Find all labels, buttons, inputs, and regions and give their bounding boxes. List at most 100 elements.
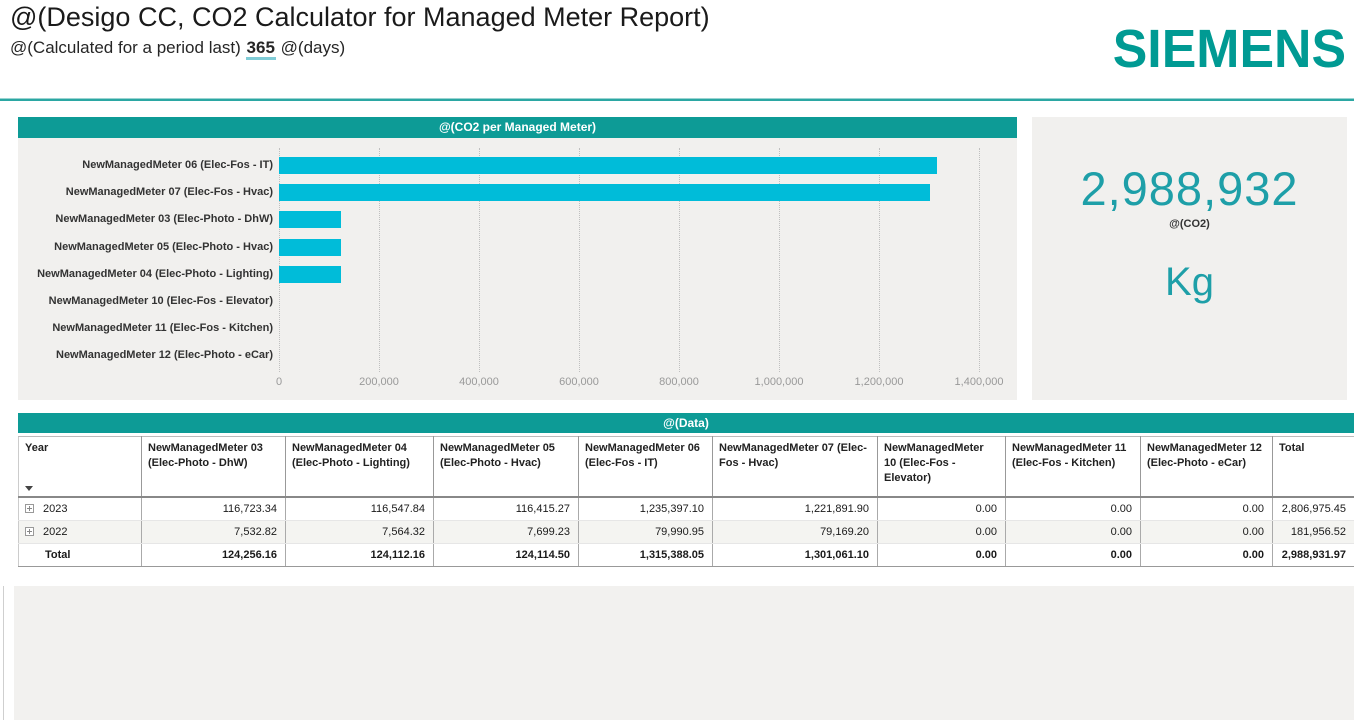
value-cell: 124,114.50 [433,543,579,567]
co2-total-value: 2,988,932 [1080,162,1299,215]
header-divider [0,98,1354,101]
period-days-value[interactable]: 365 [245,38,276,60]
x-axis-tick-label: 1,400,000 [954,376,1004,388]
value-cell: 0.00 [1005,543,1141,567]
value-cell: 7,699.23 [433,520,579,544]
co2-summary-panel: 2,988,932 @(CO2) Kg [1032,117,1347,400]
x-axis-tick-label: 1,000,000 [754,376,804,388]
chart-bar [279,184,930,202]
co2-chart-panel: @(CO2 per Managed Meter) 0 200,000 400,000… [18,117,1017,400]
value-cell: 0.00 [1140,543,1273,567]
chart-category-label: NewManagedMeter 05 (Elec-Photo - Hvac) [54,240,273,253]
chart-gridline [579,148,580,372]
value-cell: 116,547.84 [285,496,434,521]
column-header[interactable]: NewManagedMeter 12 (Elec-Photo - eCar) [1140,436,1273,498]
period-subtitle: @(Calculated for a period last) 365 @(da… [10,38,346,60]
value-cell: 79,169.20 [712,520,878,544]
left-margin-line [3,586,4,720]
column-header-label: NewManagedMeter 07 (Elec-Fos - Hvac) [719,442,867,469]
co2-bar-chart: 0 200,000 400,000 600,000 800,000 1,000,000 1,… [18,138,1017,400]
x-axis-tick-label: 200,000 [359,376,399,388]
column-header[interactable]: Year [18,436,142,498]
value-cell: 116,723.34 [141,496,286,521]
expand-plus-icon[interactable] [25,503,34,513]
chart-category-label: NewManagedMeter 10 (Elec-Fos - Elevator) [48,295,273,307]
column-header-label: NewManagedMeter 11 (Elec-Fos - Kitchen) [1012,442,1127,469]
table-head: Year NewManagedMeter 03 (Elec-Photo - DhW… [18,436,1354,498]
column-header[interactable]: NewManagedMeter 10 (Elec-Fos - Elevator) [877,436,1006,498]
chart-category-label: NewManagedMeter 07 (Elec-Fos - Hvac) [65,186,273,199]
column-header-label: Year [25,442,49,454]
value-cell: 0.00 [877,543,1006,567]
value-cell: 2,806,975.45 [1272,496,1354,521]
sort-descending-icon[interactable] [25,485,33,491]
chart-bar [279,157,937,174]
column-header[interactable]: NewManagedMeter 11 (Elec-Fos - Kitchen) [1005,436,1141,498]
table-row: Total 124,256.16 124,112.16 124,114.50 1,315… [18,543,1354,567]
expand-plus-icon[interactable] [25,526,34,536]
chart-gridline [979,148,980,372]
value-cell: 1,221,891.90 [712,496,878,521]
co2-unit: Kg [1165,260,1214,304]
x-axis-tick-label: 400,000 [459,376,499,388]
chart-category-label: NewManagedMeter 04 (Elec-Photo - Lightin… [37,267,273,280]
column-header-label: NewManagedMeter 06 (Elec-Fos - IT) [585,442,700,469]
chart-gridline [379,148,380,372]
year-label: 2023 [43,502,68,515]
co2-label: @(CO2) [1169,218,1210,230]
chart-category-label: NewManagedMeter 03 (Elec-Photo - DhW) [55,213,273,226]
column-header[interactable]: NewManagedMeter 04 (Elec-Photo - Lightin… [285,436,434,498]
column-header[interactable]: NewManagedMeter 05 (Elec-Photo - Hvac) [433,436,579,498]
year-label: 2022 [43,525,68,538]
chart-category-label: NewManagedMeter 11 (Elec-Fos - Kitchen) [52,322,273,335]
chart-title: @(CO2 per Managed Meter) [18,117,1017,138]
column-header[interactable]: Total [1272,436,1354,498]
chart-bar [279,238,341,256]
table-body: 2023 116,723.34 116,547.84 116,415.27 1,235,… [18,496,1354,567]
value-cell: 1,235,397.10 [578,496,713,521]
x-axis-tick-label: 0 [275,376,283,388]
siemens-logo: SIEMENS [1112,19,1346,79]
year-cell: Total [18,543,142,567]
year-cell: 2022 [18,520,142,544]
chart-gridline [679,148,680,372]
column-header-label: NewManagedMeter 10 (Elec-Fos - Elevator) [884,442,984,484]
value-cell: 0.00 [1140,520,1273,544]
page-background-lower [14,586,1354,720]
value-cell: 124,256.16 [141,543,286,567]
column-header[interactable]: NewManagedMeter 03 (Elec-Photo - DhW) [141,436,286,498]
column-header-label: NewManagedMeter 03 (Elec-Photo - DhW) [148,442,263,469]
value-cell: 0.00 [1140,496,1273,521]
value-cell: 116,415.27 [433,496,579,521]
x-axis-tick-label: 800,000 [659,376,699,388]
column-header-label: NewManagedMeter 05 (Elec-Photo - Hvac) [440,442,555,469]
chart-category-label: NewManagedMeter 06 (Elec-Fos - IT) [82,159,273,171]
value-cell: 79,990.95 [578,520,713,544]
chart-gridline [279,148,280,372]
column-header-label: Total [1279,442,1305,454]
column-header-label: NewManagedMeter 04 (Elec-Photo - Lightin… [292,442,410,469]
chart-gridline [479,148,480,372]
value-cell: 7,532.82 [141,520,286,544]
chart-category-label: NewManagedMeter 12 (Elec-Photo - eCar) [56,349,273,362]
table-row: 2023 116,723.34 116,547.84 116,415.27 1,235,… [18,496,1354,521]
column-header[interactable]: NewManagedMeter 06 (Elec-Fos - IT) [578,436,713,498]
value-cell: 124,112.16 [285,543,434,567]
column-header-label: NewManagedMeter 12 (Elec-Photo - eCar) [1147,442,1262,469]
value-cell: 0.00 [1005,520,1141,544]
column-header[interactable]: NewManagedMeter 07 (Elec-Fos - Hvac) [712,436,878,498]
x-axis-tick-label: 1,200,000 [854,376,904,388]
value-cell: 1,301,061.10 [712,543,878,567]
data-table: Year NewManagedMeter 03 (Elec-Photo - DhW… [18,436,1354,567]
table-row: 2022 7,532.82 7,564.32 7,699.23 79,990.95 79,… [18,520,1354,544]
value-cell: 2,988,931.97 [1272,543,1354,567]
period-subtitle-suffix: @(days) [280,38,346,57]
value-cell: 1,315,388.05 [578,543,713,567]
table-title: @(Data) [18,413,1354,433]
year-label: Total [45,548,71,561]
value-cell: 7,564.32 [285,520,434,544]
value-cell: 0.00 [1005,496,1141,521]
page-title: @(Desigo CC, CO2 Calculator for Managed … [10,2,710,32]
x-axis-tick-label: 600,000 [559,376,599,388]
chart-gridline [779,148,780,372]
